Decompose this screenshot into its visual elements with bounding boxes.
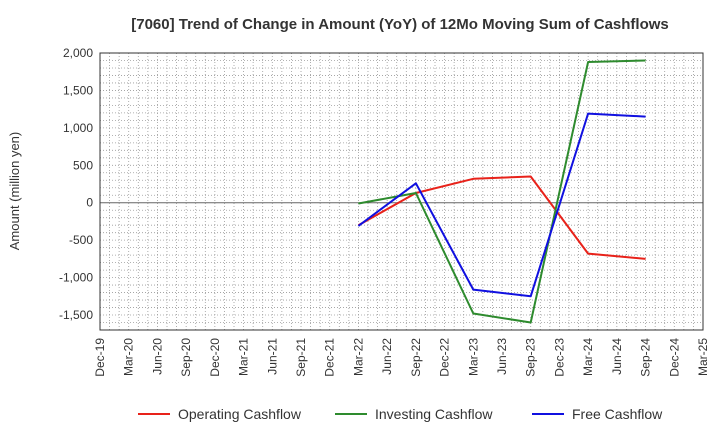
series-line-free-cashflow [357, 112, 646, 298]
legend-label: Operating Cashflow [178, 406, 302, 422]
x-tick-label: Dec-19 [93, 338, 107, 377]
x-tick-label: Jun-22 [380, 338, 394, 375]
x-tick-label: Dec-23 [552, 338, 566, 377]
x-tick-label: Dec-20 [208, 338, 222, 377]
x-tick-label: Mar-24 [581, 338, 595, 376]
y-tick-label: -1,000 [59, 271, 93, 285]
x-tick-label: Sep-21 [294, 338, 308, 377]
x-tick-label: Jun-21 [265, 338, 279, 375]
x-tick-label: Sep-20 [179, 338, 193, 377]
y-tick-label: 1,500 [63, 83, 93, 97]
x-tick-label: Mar-25 [696, 338, 710, 376]
x-tick-labels: Dec-19 Mar-20 Jun-20 Sep-20 Dec-20 Mar-21 Jun-… [93, 338, 710, 377]
series-lines [357, 59, 646, 324]
x-tick-label: Dec-24 [667, 338, 681, 377]
y-tick-labels: -1,500 -1,000 -500 0 500 1,000 1,500 2,000 [59, 46, 93, 322]
grid [100, 53, 703, 330]
plot-frame [99, 52, 704, 331]
x-tick-label: Jun-20 [150, 338, 164, 375]
x-tick-label: Mar-23 [466, 338, 480, 376]
y-tick-label: -500 [69, 233, 93, 247]
legend: Operating Cashflow Investing Cashflow Free… [138, 406, 663, 422]
x-tick-label: Sep-22 [409, 338, 423, 377]
series-line-investing-cashflow [358, 59, 646, 324]
y-tick-label: -1,500 [59, 308, 93, 322]
x-tick-label: Dec-21 [323, 338, 337, 377]
y-axis-label: Amount (million yen) [7, 132, 22, 251]
y-tick-label: 1,000 [63, 121, 93, 135]
y-tick-label: 500 [73, 158, 93, 172]
x-tick-label: Jun-23 [495, 338, 509, 375]
series-line-operating-cashflow [357, 175, 646, 260]
chart-title: [7060] Trend of Change in Amount (YoY) o… [131, 16, 669, 33]
x-tick-label: Mar-21 [237, 338, 251, 376]
y-tick-label: 0 [86, 196, 93, 210]
legend-label: Free Cashflow [572, 406, 663, 422]
y-tick-label: 2,000 [63, 46, 93, 60]
x-tick-label: Jun-24 [610, 338, 624, 375]
x-tick-label: Dec-22 [438, 338, 452, 377]
x-tick-label: Mar-20 [122, 338, 136, 376]
legend-label: Investing Cashflow [375, 406, 493, 422]
x-tick-label: Sep-24 [639, 338, 653, 377]
x-tick-label: Sep-23 [524, 338, 538, 377]
x-tick-label: Mar-22 [351, 338, 365, 376]
